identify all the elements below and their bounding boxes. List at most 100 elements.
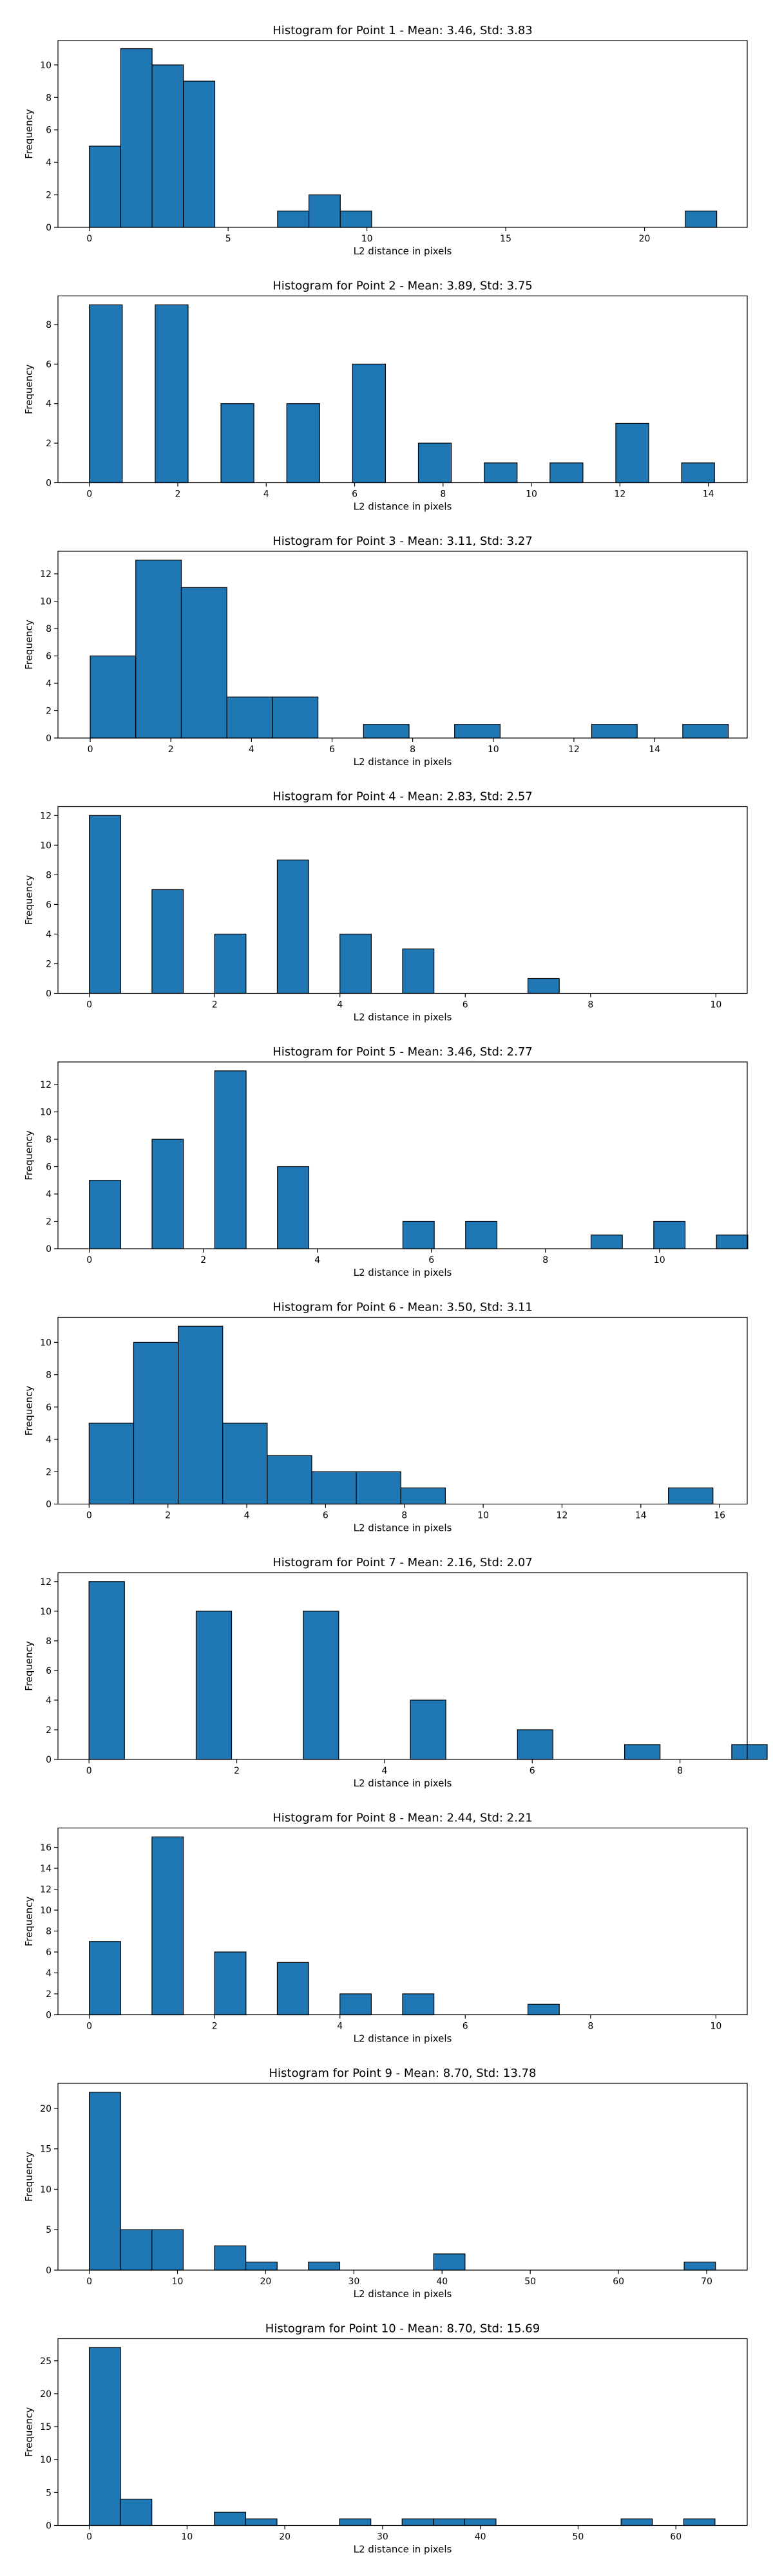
histogram-bar: [311, 1471, 357, 1505]
x-tick-label: 8: [542, 1255, 548, 1265]
y-tick-label: 8: [46, 1927, 52, 1937]
histogram-bar: [133, 1341, 179, 1505]
histogram-panel-8: Histogram for Point 8 - Mean: 2.44, Std:…: [23, 1812, 748, 2045]
chart-title: Histogram for Point 3 - Mean: 3.11, Std:…: [272, 535, 533, 548]
histogram-bar: [183, 80, 216, 228]
x-tick-label: 10: [477, 1511, 489, 1521]
chart-title: Histogram for Point 2 - Mean: 3.89, Std:…: [272, 279, 533, 293]
y-tick-label: 2: [46, 1725, 52, 1736]
x-tick-label: 6: [463, 1000, 468, 1010]
histogram-bar: [220, 403, 254, 484]
histogram-bar: [277, 1166, 310, 1249]
y-tick-label: 0: [46, 989, 52, 999]
histogram-panel-6: Histogram for Point 6 - Mean: 3.50, Std:…: [23, 1301, 748, 1534]
histogram-bar: [308, 194, 341, 228]
x-tick-label: 10: [172, 2277, 184, 2287]
x-axis-label: L2 distance in pixels: [354, 1777, 452, 1789]
x-axis-label: L2 distance in pixels: [354, 2288, 452, 2300]
histogram-bar: [454, 724, 501, 739]
y-tick-label: 12: [40, 1577, 52, 1587]
x-tick-label: 12: [557, 1511, 568, 1521]
y-tick-label: 12: [40, 569, 52, 580]
chart-title: Histogram for Point 9 - Mean: 8.70, Std:…: [269, 2067, 537, 2080]
y-tick-label: 2: [46, 1467, 52, 1477]
x-tick-label: 6: [530, 1766, 535, 1776]
histogram-bar: [120, 2498, 153, 2526]
y-tick-label: 4: [46, 1435, 52, 1445]
x-tick-label: 10: [526, 489, 537, 500]
axes-frame: [57, 1572, 748, 1760]
y-tick-label: 10: [40, 840, 52, 851]
histogram-bar: [151, 2229, 184, 2271]
y-axis-label: Frequency: [23, 1641, 35, 1691]
x-tick-label: 0: [86, 2277, 92, 2287]
y-tick-label: 10: [40, 597, 52, 607]
x-tick-label: 6: [463, 2022, 468, 2032]
axes-frame: [57, 1061, 748, 1249]
x-tick-label: 20: [260, 2277, 272, 2287]
histogram-bar: [214, 1951, 247, 2016]
x-tick-label: 0: [86, 234, 92, 244]
y-tick-label: 8: [46, 624, 52, 634]
y-tick-label: 10: [40, 2184, 52, 2195]
y-tick-label: 8: [46, 1370, 52, 1381]
histogram-bar: [591, 724, 638, 739]
histogram-bar: [89, 815, 121, 994]
y-tick-label: 8: [46, 320, 52, 330]
y-tick-label: 0: [46, 478, 52, 489]
x-tick-label: 14: [635, 1511, 647, 1521]
histogram-bar: [363, 724, 410, 739]
histogram-bar: [433, 2253, 466, 2271]
x-tick-label: 4: [249, 744, 254, 755]
histogram-bar: [624, 1744, 661, 1760]
y-tick-label: 4: [46, 1969, 52, 1979]
histogram-bar: [88, 2347, 121, 2526]
histogram-bar: [120, 2229, 153, 2271]
y-axis-label: Frequency: [23, 1386, 35, 1436]
x-tick-label: 2: [212, 1000, 218, 1010]
histogram-bar: [151, 64, 184, 228]
x-tick-label: 0: [86, 2532, 92, 2543]
y-tick-label: 15: [40, 2145, 52, 2155]
x-tick-label: 70: [701, 2277, 712, 2287]
x-tick-label: 0: [86, 1000, 92, 1010]
x-tick-label: 14: [649, 744, 660, 755]
chart-title: Histogram for Point 7 - Mean: 2.16, Std:…: [272, 1556, 533, 1569]
y-tick-label: 14: [40, 1864, 52, 1874]
histogram-bar: [120, 48, 153, 228]
y-tick-label: 4: [46, 1189, 52, 1200]
x-tick-label: 8: [440, 489, 446, 500]
x-tick-label: 10: [361, 234, 373, 244]
x-tick-label: 40: [436, 2277, 448, 2287]
histogram-bar: [615, 422, 649, 484]
x-tick-label: 0: [86, 489, 92, 500]
x-axis-label: L2 distance in pixels: [354, 501, 452, 513]
histogram-panel-3: Histogram for Point 3 - Mean: 3.11, Std:…: [23, 535, 748, 768]
histogram-panel-7: Histogram for Point 7 - Mean: 2.16, Std:…: [23, 1556, 768, 1789]
y-axis-label: Frequency: [23, 875, 35, 925]
y-tick-label: 15: [40, 2422, 52, 2432]
histogram-bar: [352, 363, 386, 484]
histogram-bar: [151, 1836, 184, 2016]
histogram-bar: [417, 442, 452, 484]
x-tick-label: 30: [348, 2277, 359, 2287]
histogram-bar: [89, 2092, 121, 2271]
axes-frame: [57, 2338, 748, 2526]
x-tick-label: 2: [200, 1255, 206, 1265]
histogram-bar: [276, 1962, 309, 2016]
histogram-bar: [401, 2518, 434, 2526]
y-tick-label: 10: [40, 1338, 52, 1348]
histogram-bar: [90, 655, 137, 739]
x-axis-label: L2 distance in pixels: [354, 1522, 452, 1534]
chart-title: Histogram for Point 5 - Mean: 3.46, Std:…: [272, 1045, 533, 1059]
histogram-bar: [465, 1220, 498, 1249]
histogram-bar: [214, 2512, 247, 2526]
chart-title: Histogram for Point 4 - Mean: 2.83, Std:…: [272, 790, 533, 804]
y-axis-label: Frequency: [23, 620, 35, 670]
histogram-bar: [517, 1729, 553, 1760]
x-tick-label: 10: [710, 1000, 721, 1010]
y-tick-label: 6: [46, 1162, 52, 1173]
histogram-bar: [527, 978, 560, 994]
histogram-bar: [88, 1423, 135, 1505]
x-tick-label: 16: [714, 1511, 725, 1521]
